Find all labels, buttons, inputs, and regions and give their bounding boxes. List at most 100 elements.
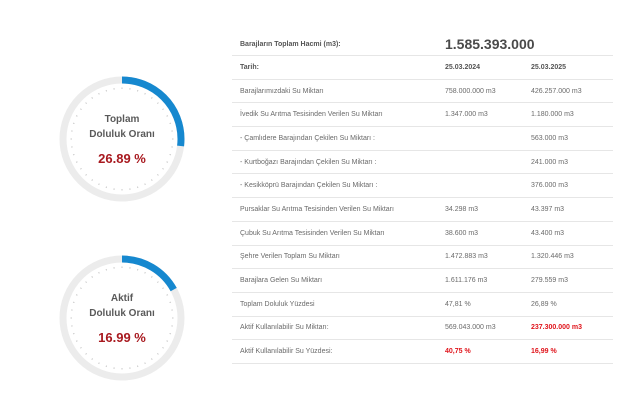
row-label: Pursaklar Su Arıtma Tesisinden Verilen S…: [232, 197, 437, 222]
gauge-fill-arc: [59, 76, 185, 202]
gauge-tick: [75, 115, 78, 117]
row-label: Şehre Verilen Toplam Su Miktarı: [232, 245, 437, 270]
total-volume-label: Barajların Toplam Hacmi (m3):: [232, 33, 437, 56]
gauge-ticks: [70, 87, 174, 191]
row-value-2025: 241.000 m3: [523, 150, 613, 175]
table-row: Şehre Verilen Toplam Su Miktarı 1.472.883…: [232, 245, 613, 270]
gauge-tick: [80, 167, 82, 170]
gauge-tick: [98, 362, 100, 365]
gauge-tick: [75, 294, 78, 296]
row-value-2025: 43.397 m3: [523, 197, 613, 222]
row-label: Aktif Kullanılabilir Su Yüzdesi:: [232, 339, 437, 364]
table-row: Barajlarımızdaki Su Miktarı 758.000.000 m…: [232, 79, 613, 104]
row-value-2025: 1.320.446 m3: [523, 245, 613, 270]
gauge-tick: [98, 92, 100, 95]
row-value-2024: 1.611.176 m3: [437, 268, 523, 293]
gauge-tick: [144, 92, 146, 95]
table-row: - Çamlıdere Barajından Çekilen Su Miktar…: [232, 126, 613, 151]
gauge-tick: [162, 167, 164, 170]
row-value-2025: 26,89 %: [523, 292, 613, 317]
gauge-tick: [157, 174, 159, 176]
gauge-tick: [166, 115, 169, 117]
gauge-tick: [85, 353, 87, 355]
row-label: - Kesikköprü Barajından Çekilen Su Mikta…: [232, 173, 437, 199]
gauge-tick: [91, 358, 94, 360]
gauge-value: 16.99 %: [98, 330, 146, 345]
gauge-tick: [91, 179, 94, 181]
gauge-tick: [150, 97, 153, 99]
gauge-ticks: [70, 266, 174, 370]
row-value-2024: [437, 150, 523, 175]
row-value-2025: 563.000 m3: [523, 126, 613, 151]
row-value-2024: 38.600 m3: [437, 221, 523, 246]
total-fill-gauge-chart: [59, 76, 185, 202]
row-value-2025: 43.400 m3: [523, 221, 613, 246]
total-volume-value: 1.585.393.000: [437, 33, 613, 56]
row-label: - Çamlıdere Barajından Çekilen Su Miktar…: [232, 126, 437, 151]
row-value-2025: 237.300.000 m3: [523, 316, 613, 341]
row-value-2025: 376.000 m3: [523, 173, 613, 199]
gauge-title-line1: Aktif: [110, 293, 134, 304]
gauge-tick: [144, 362, 146, 365]
date-label: Tarih:: [232, 55, 437, 80]
active-fill-gauge: Aktif Doluluk Oranı 16.99 %: [56, 252, 188, 384]
gauge-tick: [166, 294, 169, 296]
row-value-2024: 758.000.000 m3: [437, 79, 523, 104]
row-label: İvedik Su Arıtma Tesisinden Verilen Su M…: [232, 102, 437, 128]
gauge-title-line2: Doluluk Oranı: [89, 308, 155, 319]
gauge-tick: [98, 183, 100, 186]
table-row: Pursaklar Su Arıtma Tesisinden Verilen S…: [232, 197, 613, 222]
row-value-2024: [437, 126, 523, 151]
row-value-2025: 1.180.000 m3: [523, 102, 613, 128]
gauge-tick: [150, 276, 153, 278]
row-value-2024: [437, 173, 523, 199]
table-row: - Kesikköprü Barajından Çekilen Su Mikta…: [232, 173, 613, 199]
active-fill-gauge-chart: [59, 255, 185, 381]
date-header-row: Tarih: 25.03.2024 25.03.2025: [232, 55, 613, 80]
total-volume-row: Barajların Toplam Hacmi (m3): 1.585.393.…: [232, 33, 613, 56]
gauge-title-line1: Toplam: [104, 114, 140, 125]
gauge-tick: [162, 287, 164, 290]
gauge-tick: [157, 353, 159, 355]
gauge-fill-arc: [59, 255, 185, 381]
row-label: Barajlarımızdaki Su Miktarı: [232, 79, 437, 104]
gauge-tick: [85, 174, 87, 176]
gauge-tick: [91, 276, 94, 278]
row-value-2025: 279.559 m3: [523, 268, 613, 293]
gauge-value: 26.89 %: [98, 151, 146, 166]
table-row: İvedik Su Arıtma Tesisinden Verilen Su M…: [232, 102, 613, 128]
row-value-2025: 16,99 %: [523, 339, 613, 364]
row-label: Aktif Kullanılabilir Su Miktarı:: [232, 316, 437, 341]
gauge-tick: [162, 108, 164, 111]
table-row: Aktif Kullanılabilir Su Miktarı: 569.043.…: [232, 316, 613, 341]
gauge-tick: [98, 271, 100, 274]
gauge-tick: [150, 179, 153, 181]
total-fill-gauge: Toplam Doluluk Oranı 26.89 %: [56, 73, 188, 205]
row-label: Toplam Doluluk Yüzdesi: [232, 292, 437, 317]
gauge-tick: [75, 340, 78, 342]
table-row: Çubuk Su Arıtma Tesisinden Verilen Su Mi…: [232, 221, 613, 246]
row-value-2024: 569.043.000 m3: [437, 316, 523, 341]
gauge-tick: [144, 271, 146, 274]
row-label: - Kurtboğazı Barajından Çekilen Su Mikta…: [232, 150, 437, 175]
table-row: Barajlara Gelen Su Miktarı 1.611.176 m3 27…: [232, 268, 613, 293]
gauge-tick: [166, 340, 169, 342]
gauge-title-line2: Doluluk Oranı: [89, 129, 155, 140]
row-value-2024: 47,81 %: [437, 292, 523, 317]
row-value-2024: 40,75 %: [437, 339, 523, 364]
gauge-tick: [157, 102, 159, 104]
gauge-tick: [162, 346, 164, 349]
gauge-tick: [80, 287, 82, 290]
row-label: Çubuk Su Arıtma Tesisinden Verilen Su Mi…: [232, 221, 437, 246]
table-row: Toplam Doluluk Yüzdesi 47,81 % 26,89 %: [232, 292, 613, 317]
gauge-tick: [80, 346, 82, 349]
table-row: Aktif Kullanılabilir Su Yüzdesi: 40,75 % 1…: [232, 339, 613, 364]
gauge-tick: [150, 358, 153, 360]
table-row: - Kurtboğazı Barajından Çekilen Su Mikta…: [232, 150, 613, 175]
gauge-tick: [157, 281, 159, 283]
dam-data-table: Barajların Toplam Hacmi (m3): 1.585.393.…: [232, 33, 613, 364]
row-value-2024: 1.472.883 m3: [437, 245, 523, 270]
gauge-tick: [91, 97, 94, 99]
row-label: Barajlara Gelen Su Miktarı: [232, 268, 437, 293]
